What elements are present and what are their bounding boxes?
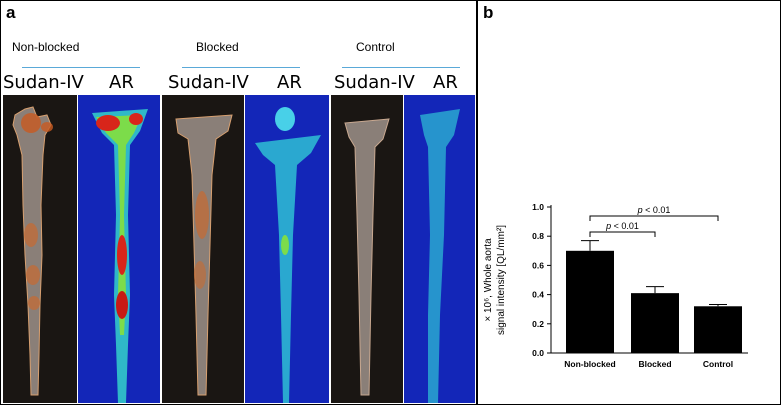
sudan-iv-image-blocked (162, 95, 244, 403)
panel-b-letter: b (483, 3, 494, 22)
significance-label: p < 0.01 (605, 221, 639, 231)
x-tick-label: Control (703, 359, 733, 369)
significance-bracket (589, 215, 719, 221)
ar-heatmap-control (404, 95, 475, 403)
bar-chart: 0.0 0.2 0.4 0.6 0.8 1.0 × 10⁶, Whole aorta sign… (483, 202, 748, 369)
bar (566, 250, 614, 353)
sudan-iv-image-non-blocked (3, 95, 77, 403)
significance-label: p < 0.01 (637, 205, 671, 215)
group-label-non-blocked: Non-blocked (12, 40, 80, 54)
y-tick-label: 0.4 (532, 290, 544, 300)
panel-a-letter: a (6, 3, 16, 22)
bar (694, 306, 742, 353)
stain-label-blocked: Sudan-IV (168, 72, 249, 93)
x-tick-label: Blocked (638, 359, 671, 369)
group-label-blocked: Blocked (196, 40, 239, 54)
bar (631, 293, 679, 353)
y-tick-label: 0.0 (532, 348, 544, 358)
group-underline-non-blocked (22, 67, 140, 68)
y-tick-label: 1.0 (532, 202, 544, 212)
significance-bracket (589, 231, 656, 237)
y-axis-label-line2: signal intensity [QL/mm²] (496, 225, 507, 335)
y-tick-label: 0.2 (532, 319, 544, 329)
stain-label-non-blocked: Sudan-IV (3, 72, 84, 93)
group-underline-blocked (182, 67, 300, 68)
y-tick-label: 0.8 (532, 231, 544, 241)
y-tick-label: 0.6 (532, 260, 544, 270)
y-axis-label-line1: × 10⁶, Whole aorta (483, 238, 494, 322)
ar-label-blocked: AR (277, 72, 302, 93)
panel-divider (476, 0, 478, 405)
x-tick-label: Non-blocked (564, 359, 615, 369)
stain-label-control: Sudan-IV (334, 72, 415, 93)
group-underline-control (342, 67, 460, 68)
ar-label-non-blocked: AR (109, 72, 134, 93)
sudan-iv-image-control (331, 95, 403, 403)
ar-label-control: AR (433, 72, 458, 93)
group-label-control: Control (356, 40, 395, 54)
ar-heatmap-non-blocked (78, 95, 160, 403)
ar-heatmap-blocked (245, 95, 329, 403)
